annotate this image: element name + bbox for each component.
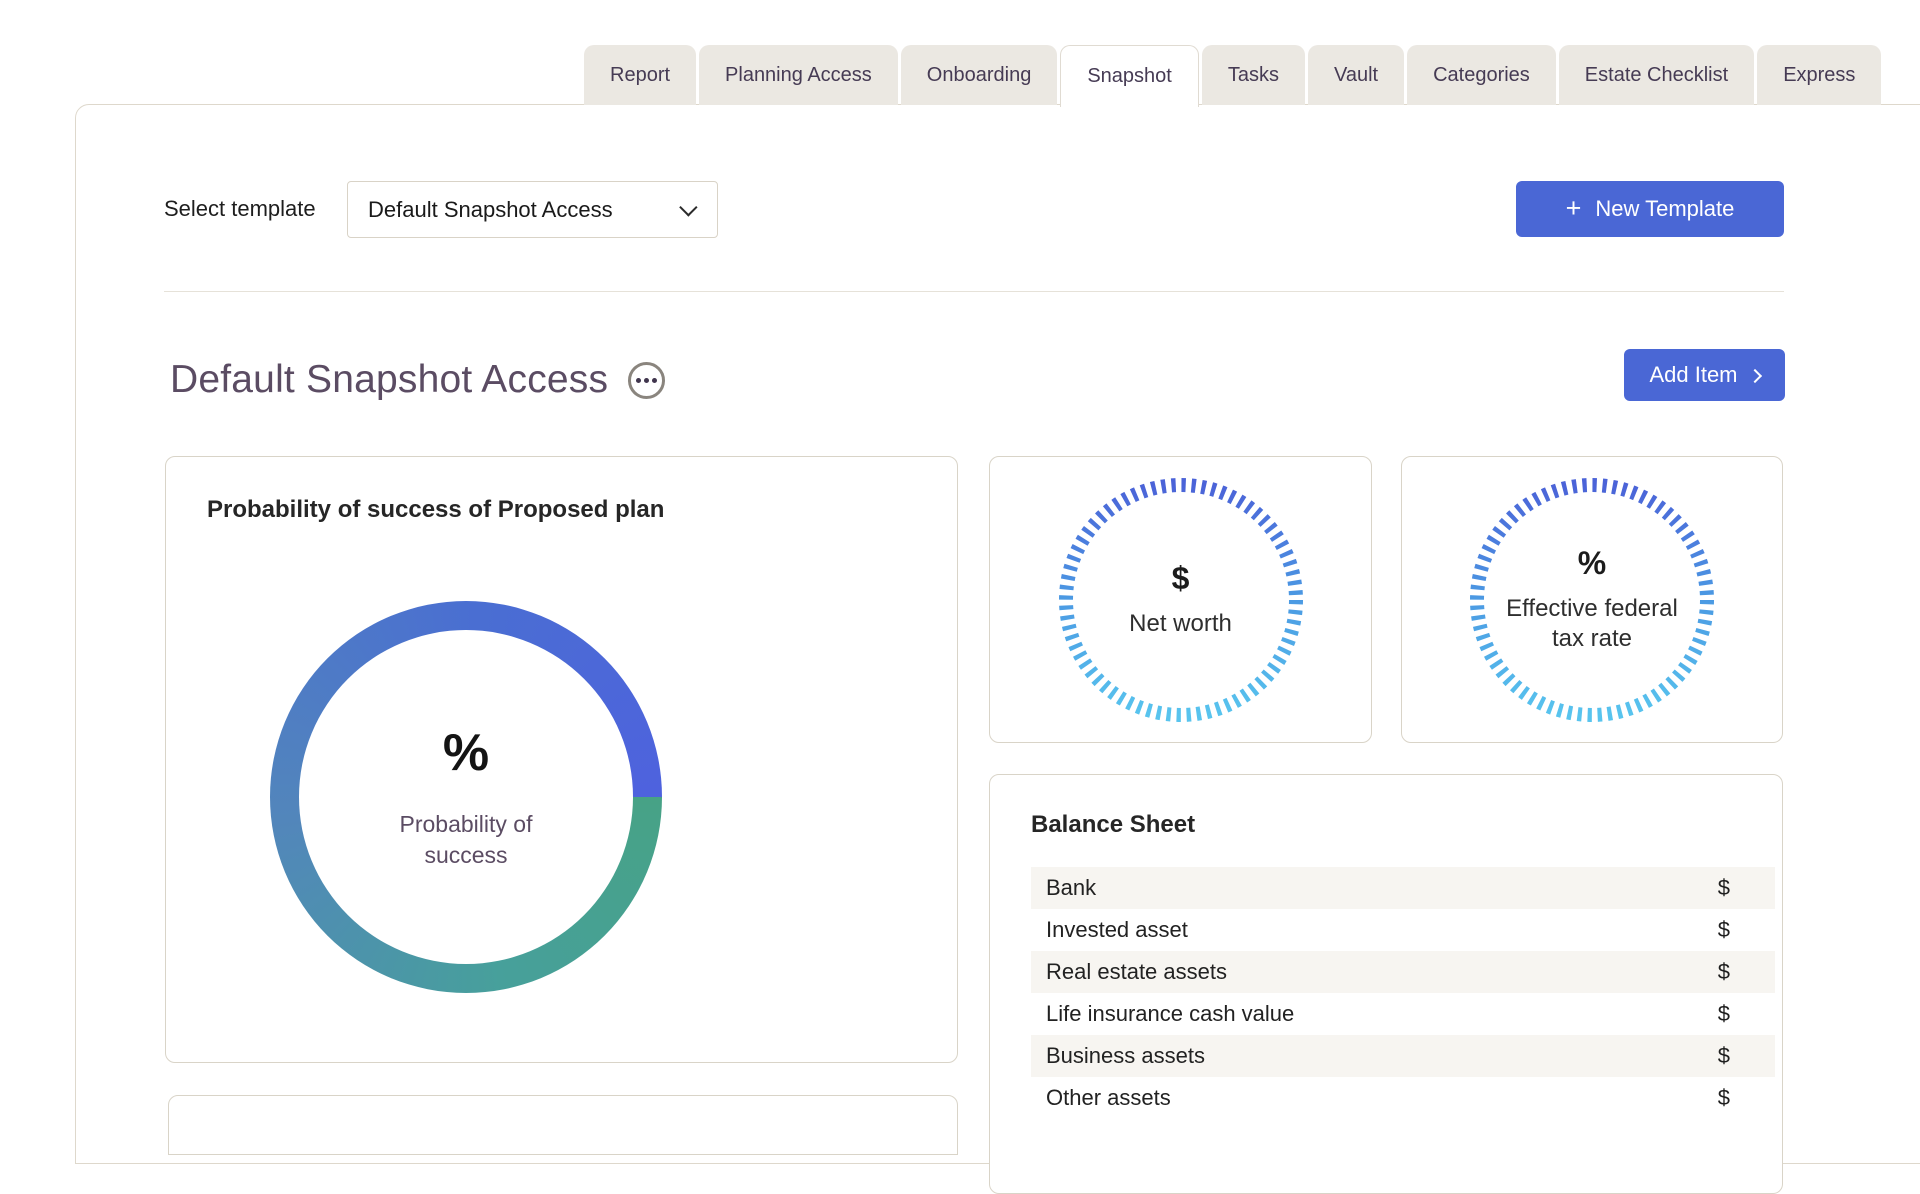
- tax-rate-card: % Effective federal tax rate: [1401, 456, 1783, 743]
- table-row[interactable]: Bank $: [1031, 867, 1775, 909]
- tab-express[interactable]: Express: [1757, 45, 1882, 105]
- net-worth-symbol: $: [1171, 560, 1190, 596]
- new-template-button[interactable]: + New Template: [1516, 181, 1784, 237]
- probability-card-title: Probability of success of Proposed plan: [207, 496, 665, 523]
- net-worth-label: Net worth: [1129, 610, 1232, 637]
- table-row[interactable]: Real estate assets $: [1031, 951, 1775, 993]
- chevron-right-icon: [1747, 368, 1762, 383]
- table-row[interactable]: Invested asset $: [1046, 917, 1730, 942]
- tab-vault[interactable]: Vault: [1307, 45, 1405, 105]
- probability-center-label: Probability of success: [399, 810, 533, 868]
- tab-report[interactable]: Report: [584, 45, 697, 105]
- toolbar-divider: [164, 291, 1784, 292]
- template-select-value: Default Snapshot Access: [368, 196, 613, 222]
- row-value: $: [1717, 1001, 1730, 1026]
- row-value: $: [1717, 1043, 1730, 1068]
- ellipsis-menu-icon[interactable]: [628, 361, 666, 399]
- balance-sheet-table: Bank $ Invested asset $ Real estate asse…: [1031, 867, 1775, 1119]
- probability-card: Probability of success of Proposed plan …: [165, 456, 958, 1063]
- table-row[interactable]: Other assets $: [1046, 1085, 1730, 1110]
- plus-icon: +: [1565, 192, 1582, 223]
- tab-onboarding[interactable]: Onboarding: [900, 45, 1058, 105]
- tab-tasks[interactable]: Tasks: [1201, 45, 1305, 105]
- tab-bar: Report Planning Access Onboarding Snapsh…: [584, 45, 1882, 107]
- table-row[interactable]: Life insurance cash value $: [1046, 1001, 1730, 1026]
- probability-percent-symbol: %: [442, 723, 490, 782]
- select-template-label: Select template: [164, 196, 316, 221]
- tab-estate-checklist[interactable]: Estate Checklist: [1558, 45, 1755, 105]
- partial-card: [168, 1095, 958, 1155]
- tax-rate-symbol: %: [1577, 545, 1607, 581]
- add-item-button[interactable]: Add Item: [1624, 349, 1785, 401]
- net-worth-card: $ Net worth: [989, 456, 1372, 743]
- row-value: $: [1717, 917, 1730, 942]
- row-value: $: [1717, 1085, 1730, 1110]
- chevron-down-icon: [679, 198, 698, 217]
- row-value: $: [1717, 959, 1730, 984]
- page-title: Default Snapshot Access: [170, 358, 609, 401]
- new-template-label: New Template: [1595, 196, 1735, 221]
- tab-planning-access[interactable]: Planning Access: [699, 45, 898, 105]
- tax-rate-label: Effective federal tax rate: [1506, 595, 1678, 652]
- tab-categories[interactable]: Categories: [1407, 45, 1556, 105]
- tab-snapshot[interactable]: Snapshot: [1060, 45, 1199, 107]
- probability-donut-chart: % Probability of success: [270, 601, 662, 993]
- balance-sheet-title: Balance Sheet: [1031, 811, 1196, 838]
- tax-rate-tick-ring: [1470, 478, 1714, 722]
- net-worth-tick-ring: [1058, 478, 1303, 722]
- template-select[interactable]: Default Snapshot Access: [347, 181, 718, 238]
- balance-sheet-card: Balance Sheet Bank $ Invested asset $ Re…: [989, 774, 1783, 1194]
- add-item-label: Add Item: [1649, 362, 1738, 387]
- table-row[interactable]: Business assets $: [1031, 1035, 1775, 1077]
- row-value: $: [1717, 875, 1730, 900]
